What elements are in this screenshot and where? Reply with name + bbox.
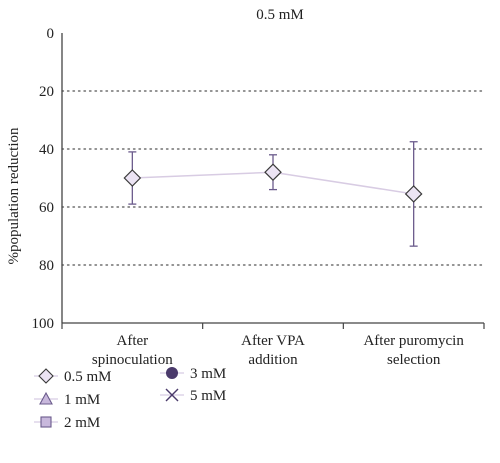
legend-marker-triangle	[39, 391, 53, 405]
x-tick-label: After puromycin	[363, 333, 464, 349]
y-tick-label: 60	[39, 200, 54, 216]
x-tick-label: After VPA	[241, 333, 305, 349]
legend-marker-cross	[165, 388, 179, 402]
legend-marker-diamond	[38, 368, 54, 384]
y-tick-label: 100	[32, 316, 55, 332]
data-point-diamond	[123, 169, 142, 187]
x-tick-label: addition	[248, 352, 298, 368]
legend-label: 1 mM	[64, 392, 100, 408]
legend: 0.5 mM 1 mM 2 mM 3 mM 5 mM	[34, 366, 226, 431]
data-point-diamond	[404, 185, 423, 203]
legend-label: 2 mM	[64, 415, 100, 431]
x-tick-label: spinoculation	[92, 352, 173, 368]
legend-label: 3 mM	[190, 366, 226, 382]
chart-title: 0.5 mM	[256, 7, 304, 23]
legend-label: 5 mM	[190, 388, 226, 404]
legend-marker-square	[40, 416, 52, 428]
data-point-diamond	[264, 163, 282, 182]
x-tick-label: After	[117, 333, 149, 349]
x-tick-label: selection	[387, 352, 441, 368]
y-tick-label: 40	[39, 142, 54, 158]
y-tick-label: 20	[39, 84, 54, 100]
legend-label: 0.5 mM	[64, 369, 112, 385]
y-axis-label: %population reduction	[6, 127, 22, 265]
x-tick-labels: After spinoculation After VPA addition After…	[92, 333, 464, 368]
y-tick-labels: 0 20 40 60 80 100	[32, 26, 55, 332]
y-tick-label: 0	[47, 26, 55, 42]
series-layer	[123, 141, 423, 247]
axis-layer	[61, 33, 485, 329]
legend-marker-circle	[166, 367, 178, 379]
y-tick-label: 80	[39, 258, 54, 274]
